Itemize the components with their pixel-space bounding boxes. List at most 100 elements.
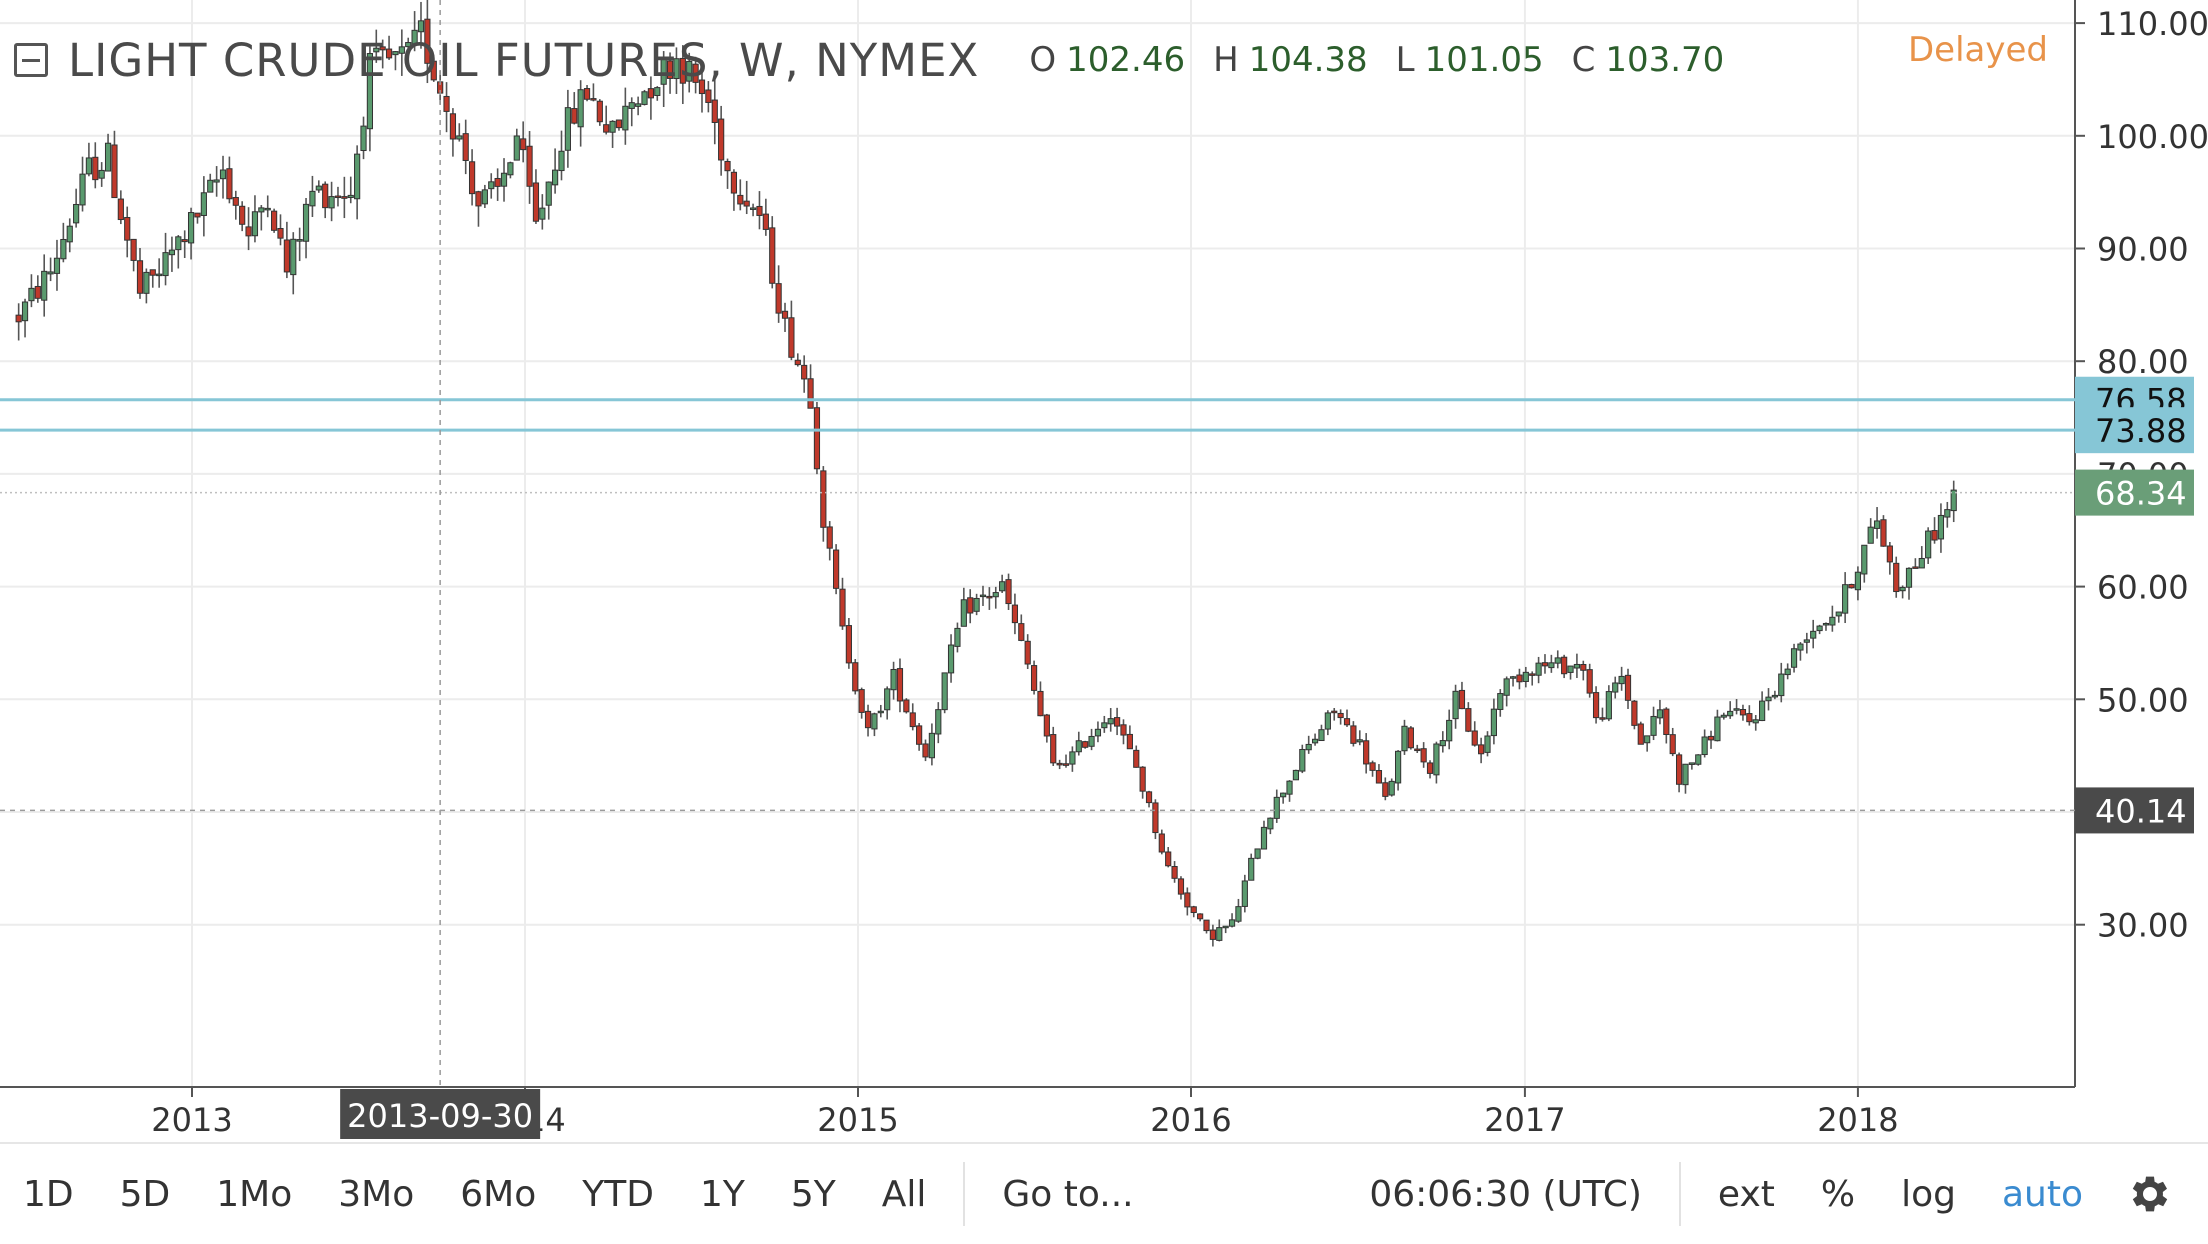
candle-body	[475, 191, 482, 207]
collapse-legend-icon[interactable]	[14, 43, 48, 77]
candle-body	[194, 212, 201, 218]
candle-body	[1650, 715, 1657, 736]
candle-body	[264, 207, 271, 211]
candle-body	[1561, 656, 1568, 675]
candle-body	[1458, 689, 1466, 710]
candle-body	[1790, 648, 1798, 668]
percent-scale-toggle[interactable]: %	[1820, 1173, 1856, 1215]
range-5y-button[interactable]: 5Y	[790, 1173, 836, 1215]
candle-body	[1433, 743, 1440, 776]
candle-body	[1331, 710, 1338, 714]
candle-body	[1254, 848, 1261, 859]
candle-body	[1541, 662, 1549, 667]
candle-body	[762, 213, 769, 230]
range-3mo-button[interactable]: 3Mo	[338, 1173, 415, 1215]
candle-body	[1624, 674, 1632, 701]
candle-body	[1944, 509, 1951, 518]
candle-body	[909, 712, 916, 728]
candle-body	[1094, 728, 1102, 737]
candle-body	[1184, 892, 1191, 908]
candle-body	[354, 153, 361, 200]
candle-body	[1631, 700, 1638, 726]
range-6mo-button[interactable]: 6Mo	[460, 1173, 537, 1215]
candle-body	[1280, 792, 1287, 798]
candle-body	[603, 124, 610, 133]
candle-body	[1388, 780, 1395, 796]
candle-body	[1695, 754, 1702, 765]
range-all-button[interactable]: All	[881, 1173, 927, 1215]
auto-scale-toggle[interactable]: auto	[2001, 1173, 2083, 1215]
chart-area[interactable]: 30.0040.0050.0060.0070.0080.0090.00100.0…	[0, 0, 2208, 1142]
log-scale-toggle[interactable]: log	[1901, 1173, 1956, 1215]
x-tick-label: 2015	[817, 1101, 898, 1139]
candle-body	[532, 182, 540, 222]
candle-body	[1829, 616, 1836, 626]
range-ytd-button[interactable]: YTD	[582, 1173, 654, 1215]
candle-body	[1426, 762, 1434, 774]
level-badge-lower: 73.88	[2095, 412, 2187, 450]
candle-body	[232, 197, 239, 206]
candle-body	[1854, 571, 1862, 591]
range-5d-button[interactable]: 5D	[119, 1173, 171, 1215]
candle-body	[1139, 766, 1146, 792]
candle-body	[1407, 727, 1414, 749]
candle-body	[462, 133, 469, 161]
close-value: 103.70	[1605, 40, 1725, 80]
candle-body	[673, 58, 680, 80]
candle-body	[1503, 678, 1510, 696]
candle-body	[1292, 769, 1300, 781]
candle-body	[724, 160, 731, 172]
candle-body	[539, 207, 546, 220]
candle-body	[1886, 545, 1893, 563]
candle-body	[1439, 740, 1446, 747]
low-label: L	[1395, 40, 1415, 80]
candle-body	[947, 644, 955, 674]
candle-body	[1145, 791, 1153, 804]
candle-body	[507, 162, 514, 176]
candle-body	[187, 212, 195, 244]
candle-body	[1816, 625, 1823, 632]
candle-body	[852, 662, 859, 692]
candle-body	[1522, 671, 1529, 682]
extended-hours-toggle[interactable]: ext	[1717, 1173, 1775, 1215]
candle-body	[558, 150, 565, 172]
gear-icon[interactable]	[2126, 1170, 2174, 1218]
candle-body	[781, 310, 789, 319]
candle-body	[775, 283, 782, 314]
candle-body	[1605, 691, 1612, 720]
candle-body	[526, 145, 533, 187]
candle-body	[992, 592, 999, 598]
candle-body	[111, 144, 118, 199]
candle-body	[136, 260, 144, 294]
candle-body	[1567, 665, 1574, 673]
candle-body	[1382, 782, 1389, 797]
candle-body	[1260, 826, 1268, 850]
goto-date-button[interactable]: Go to...	[1002, 1173, 1134, 1215]
candle-body	[1197, 913, 1204, 920]
candle-body	[1222, 925, 1229, 929]
candle-body	[1177, 878, 1185, 895]
candle-body	[1803, 639, 1810, 643]
candle-body	[219, 169, 227, 180]
candle-body	[1030, 665, 1038, 691]
candle-body	[258, 207, 265, 213]
candle-body	[1133, 749, 1140, 768]
candle-body	[1573, 663, 1581, 669]
range-1mo-button[interactable]: 1Mo	[216, 1173, 293, 1215]
candle-body	[322, 183, 329, 209]
candle-body	[1516, 674, 1523, 683]
range-1y-button[interactable]: 1Y	[699, 1173, 745, 1215]
open-value: 102.46	[1066, 40, 1186, 80]
candle-body	[858, 689, 865, 713]
candle-body	[443, 95, 450, 112]
candle-body	[1835, 611, 1842, 617]
candle-body	[1663, 708, 1670, 736]
candle-body	[341, 196, 348, 199]
candle-body	[1797, 643, 1804, 651]
candle-body	[1484, 735, 1491, 753]
candle-body	[360, 125, 367, 152]
utc-clock[interactable]: 06:06:30 (UTC)	[1369, 1173, 1642, 1215]
candle-body	[941, 672, 948, 711]
candle-body	[1305, 743, 1312, 751]
range-1d-button[interactable]: 1D	[23, 1173, 74, 1215]
